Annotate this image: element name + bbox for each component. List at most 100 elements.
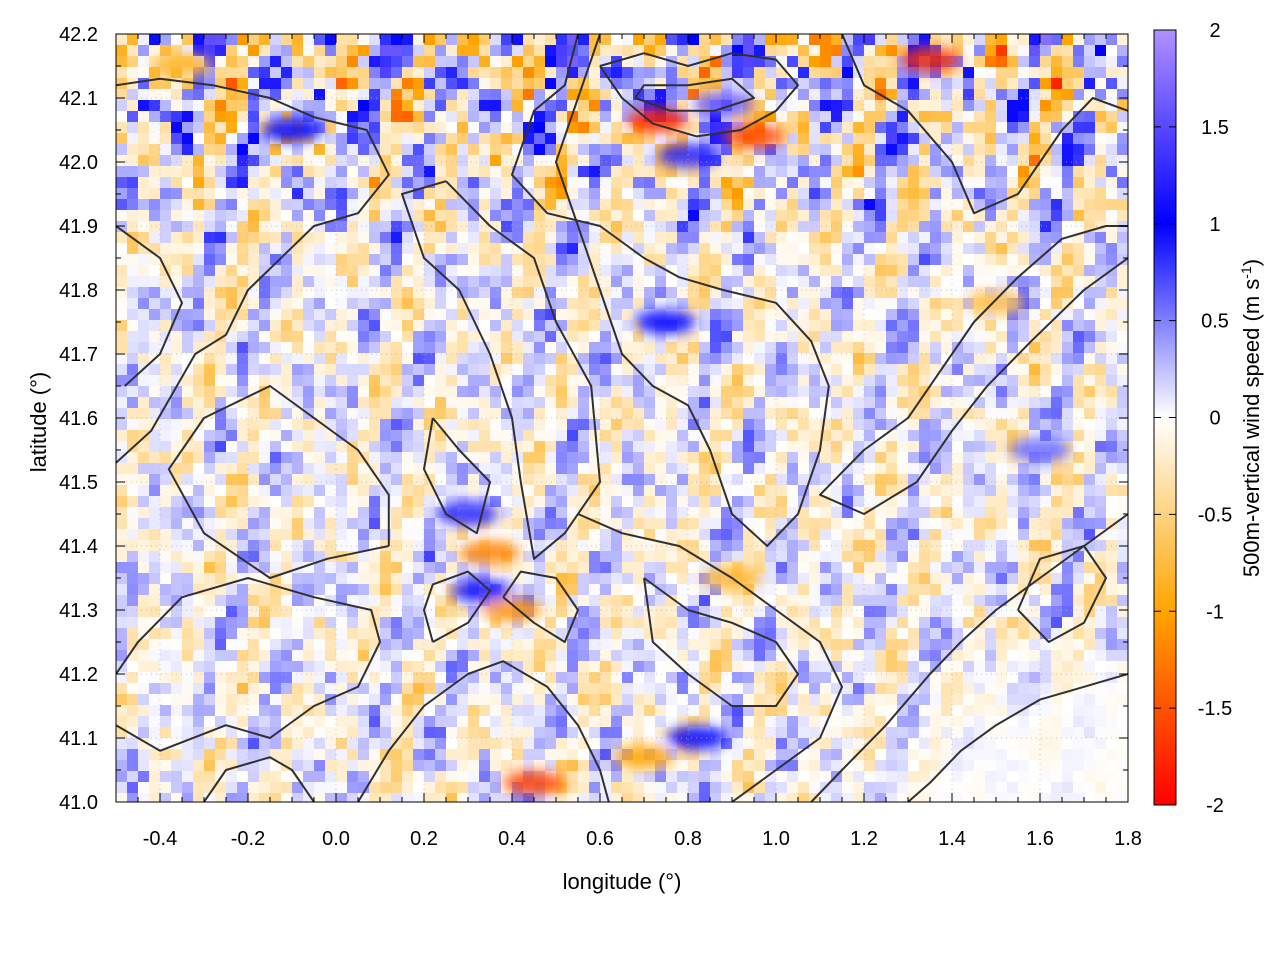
heatmap-cell (666, 540, 677, 551)
heatmap-cell (1106, 562, 1117, 573)
heatmap-cell (1073, 199, 1084, 210)
heatmap-cell (237, 474, 248, 485)
heatmap-cell (116, 298, 127, 309)
heatmap-cell (842, 309, 853, 320)
heatmap-cell (1073, 518, 1084, 529)
heatmap-cell (765, 155, 776, 166)
heatmap-cell (413, 353, 424, 364)
heatmap-cell (116, 45, 127, 56)
heatmap-cell (919, 89, 930, 100)
heatmap-cell (864, 265, 875, 276)
heatmap-cell (1007, 67, 1018, 78)
heatmap-cell (776, 144, 787, 155)
heatmap-cell (138, 529, 149, 540)
heatmap-cell (633, 430, 644, 441)
heatmap-cell (941, 606, 952, 617)
heatmap-cell (853, 430, 864, 441)
heatmap-cell (996, 199, 1007, 210)
heatmap-cell (292, 177, 303, 188)
heatmap-cell (930, 551, 941, 562)
heatmap-cell (446, 452, 457, 463)
heatmap-cell (1040, 397, 1051, 408)
heatmap-cell (853, 419, 864, 430)
heatmap-cell (633, 353, 644, 364)
heatmap-cell (424, 100, 435, 111)
heatmap-cell (468, 243, 479, 254)
heatmap-cell (721, 452, 732, 463)
heatmap-cell (996, 320, 1007, 331)
heatmap-cell (369, 309, 380, 320)
heatmap-cell (545, 199, 556, 210)
heatmap-cell (402, 309, 413, 320)
heatmap-cell (468, 45, 479, 56)
heatmap-cell (732, 364, 743, 375)
heatmap-cell (259, 518, 270, 529)
heatmap-cell (369, 34, 380, 45)
heatmap-cell (567, 67, 578, 78)
heatmap-cell (457, 496, 468, 507)
heatmap-cell (413, 452, 424, 463)
heatmap-cell (545, 573, 556, 584)
heatmap-cell (446, 111, 457, 122)
heatmap-cell (699, 232, 710, 243)
heatmap-cell (952, 496, 963, 507)
heatmap-cell (435, 144, 446, 155)
heatmap-cell (589, 265, 600, 276)
heatmap-cell (996, 617, 1007, 628)
heatmap-cell (897, 34, 908, 45)
heatmap-cell (919, 375, 930, 386)
heatmap-cell (446, 265, 457, 276)
heatmap-cell (358, 529, 369, 540)
heatmap-cell (468, 56, 479, 67)
heatmap-cell (281, 320, 292, 331)
heatmap-cell (171, 199, 182, 210)
heatmap-cell (853, 177, 864, 188)
heatmap-cell (138, 617, 149, 628)
heatmap-cell (215, 254, 226, 265)
heatmap-cell (501, 199, 512, 210)
heatmap-cell (1084, 221, 1095, 232)
heatmap-cell (1051, 485, 1062, 496)
heatmap-cell (116, 34, 127, 45)
heatmap-cell (776, 507, 787, 518)
heatmap-cell (468, 320, 479, 331)
heatmap-cell (1084, 584, 1095, 595)
heatmap-cell (292, 408, 303, 419)
heatmap-cell (468, 309, 479, 320)
heatmap-cell (490, 309, 501, 320)
heatmap-cell (809, 298, 820, 309)
heatmap-cell (523, 89, 534, 100)
heatmap-cell (226, 463, 237, 474)
heatmap-cell (732, 232, 743, 243)
heatmap-cell (138, 166, 149, 177)
heatmap-cell (754, 408, 765, 419)
heatmap-cell (578, 463, 589, 474)
heatmap-cell (798, 243, 809, 254)
heatmap-cell (930, 265, 941, 276)
heatmap-cell (732, 34, 743, 45)
heatmap-cell (479, 353, 490, 364)
heatmap-cell (864, 540, 875, 551)
heatmap-field (116, 34, 1128, 802)
heatmap-cell (391, 276, 402, 287)
heatmap-cell (490, 122, 501, 133)
heatmap-cell (226, 353, 237, 364)
heatmap-cell (897, 265, 908, 276)
heatmap-cell (358, 298, 369, 309)
heatmap-cell (1095, 111, 1106, 122)
heatmap-cell (974, 474, 985, 485)
heatmap-cell (831, 595, 842, 606)
heatmap-cell (479, 617, 490, 628)
heatmap-cell (743, 331, 754, 342)
heatmap-cell (864, 320, 875, 331)
heatmap-cell (292, 320, 303, 331)
heatmap-cell (413, 331, 424, 342)
heatmap-cell (1062, 67, 1073, 78)
heatmap-cell (611, 243, 622, 254)
heatmap-cell (270, 331, 281, 342)
heatmap-cell (677, 606, 688, 617)
heatmap-cell (710, 287, 721, 298)
heatmap-cell (347, 100, 358, 111)
heatmap-cell (633, 265, 644, 276)
heatmap-cell (193, 45, 204, 56)
